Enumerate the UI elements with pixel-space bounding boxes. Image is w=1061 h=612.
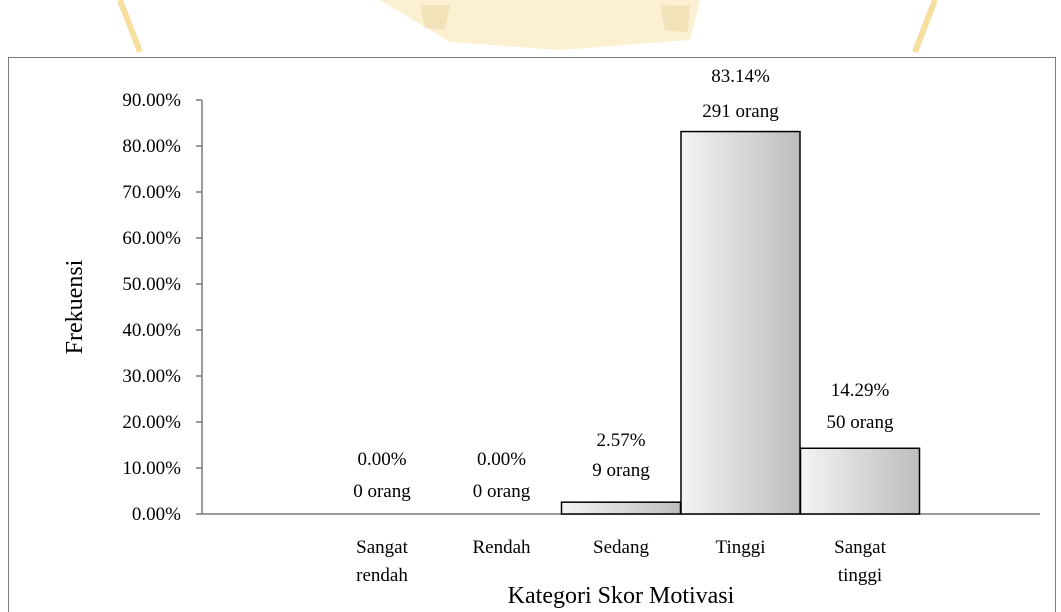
bar-data-label: 0 orang (353, 481, 411, 502)
y-tick-label: 90.00% (122, 90, 181, 111)
y-tick-label: 70.00% (122, 182, 181, 203)
bar-data-label: 83.14% (711, 66, 770, 87)
y-tick-label: 20.00% (122, 412, 181, 433)
bar (560, 501, 682, 515)
x-category-label: rendah (356, 565, 408, 586)
x-category-label: Rendah (472, 537, 531, 558)
bar-data-label: 50 orang (826, 412, 894, 433)
bar-data-label: 2.57% (596, 430, 645, 451)
bar-data-label: 14.29% (831, 380, 890, 401)
bar (680, 130, 801, 515)
x-category-label: Tinggi (716, 537, 766, 558)
bar-data-label: 291 orang (702, 101, 779, 122)
y-tick-label: 80.00% (122, 136, 181, 157)
y-tick-label: 40.00% (122, 320, 181, 341)
y-tick-label: 50.00% (122, 274, 181, 295)
x-category-label: Sedang (593, 537, 649, 558)
bar (799, 447, 921, 515)
x-category-label: tinggi (838, 565, 882, 586)
x-axis-title: Kategori Skor Motivasi (508, 583, 735, 609)
bar-data-label: 0 orang (473, 481, 531, 502)
bar-data-label: 0.00% (357, 449, 406, 470)
bar-data-label: 0.00% (477, 449, 526, 470)
y-axis-title: Frekuensi (62, 259, 88, 354)
chart-frame (8, 57, 1056, 612)
y-tick-label: 10.00% (122, 458, 181, 479)
bar-data-label: 9 orang (592, 460, 650, 481)
y-tick-label: 60.00% (122, 228, 181, 249)
y-tick-label: 30.00% (122, 366, 181, 387)
x-category-label: Sangat (356, 537, 408, 558)
y-tick-label: 0.00% (132, 504, 181, 525)
x-category-label: Sangat (834, 537, 886, 558)
